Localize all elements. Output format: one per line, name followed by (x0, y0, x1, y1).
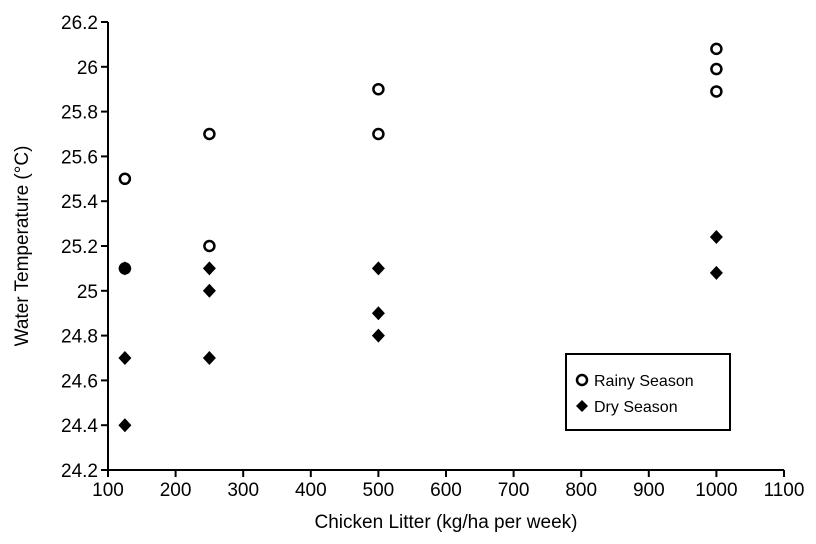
dry-season-point (202, 283, 216, 298)
y-tick-label: 25.6 (61, 147, 98, 168)
legend: Rainy Season Dry Season (565, 353, 731, 431)
dry-season-point (118, 261, 132, 276)
legend-label-dry-season: Dry Season (594, 399, 678, 416)
rainy-season-point (710, 85, 723, 98)
y-tick-label: 25.2 (61, 237, 98, 258)
y-axis-title: Water Temperature (°C) (12, 146, 33, 347)
y-tick-label: 24.6 (61, 371, 98, 392)
rainy-season-point (118, 172, 132, 186)
rainy-season-point (203, 239, 216, 253)
x-ticks: 100 200 300 400 500 600 700 800 900 1000 1100 (92, 470, 804, 501)
dry-season-point (118, 418, 132, 433)
legend-marker-rainy-season (575, 373, 589, 387)
x-tick-label: 100 (92, 480, 124, 501)
y-tick-label: 25.8 (61, 103, 98, 124)
dry-season-point (709, 230, 723, 245)
rainy-season-point (203, 127, 216, 141)
y-tick-label: 24.2 (61, 461, 98, 482)
legend-box (565, 353, 731, 431)
rainy-season-point (710, 42, 723, 56)
y-tick-label: 26.2 (61, 13, 98, 34)
dry-season-point (371, 328, 385, 343)
x-tick-label: 1100 (764, 480, 805, 501)
dry-season-point (371, 261, 385, 276)
x-tick-label: 200 (160, 480, 192, 501)
x-tick-label: 400 (295, 480, 327, 501)
x-axis-title: Chicken Litter (kg/ha per week) (315, 512, 578, 533)
dry-season-point (371, 306, 385, 321)
dry-season-point (202, 351, 216, 365)
dry-season-point (202, 261, 216, 276)
dry-season-point (709, 265, 723, 280)
dry-season-point (118, 351, 132, 365)
y-tick-label: 25.4 (61, 192, 98, 213)
x-tick-label: 700 (498, 480, 530, 501)
rainy-season-point (710, 62, 723, 76)
y-tick-label: 26 (77, 58, 98, 79)
y-tick-label: 25 (77, 282, 98, 303)
x-tick-label: 300 (227, 480, 259, 501)
y-tick-label: 24.4 (61, 416, 98, 437)
x-tick-label: 500 (363, 480, 395, 501)
rainy-season-point (372, 127, 385, 141)
legend-marker-dry-season (576, 400, 588, 412)
legend-label-rainy-season: Rainy Season (594, 373, 694, 390)
y-ticks: 24.2 24.4 24.6 24.8 25 25.2 25.4 25.6 25.8 26 26.2 (61, 13, 108, 482)
rainy-season-point (372, 82, 385, 96)
y-tick-label: 24.8 (61, 327, 98, 348)
x-tick-label: 600 (430, 480, 462, 501)
x-tick-label: 1000 (695, 480, 737, 501)
x-tick-label: 800 (565, 480, 597, 501)
x-tick-label: 900 (633, 480, 665, 501)
data-points (118, 42, 723, 433)
